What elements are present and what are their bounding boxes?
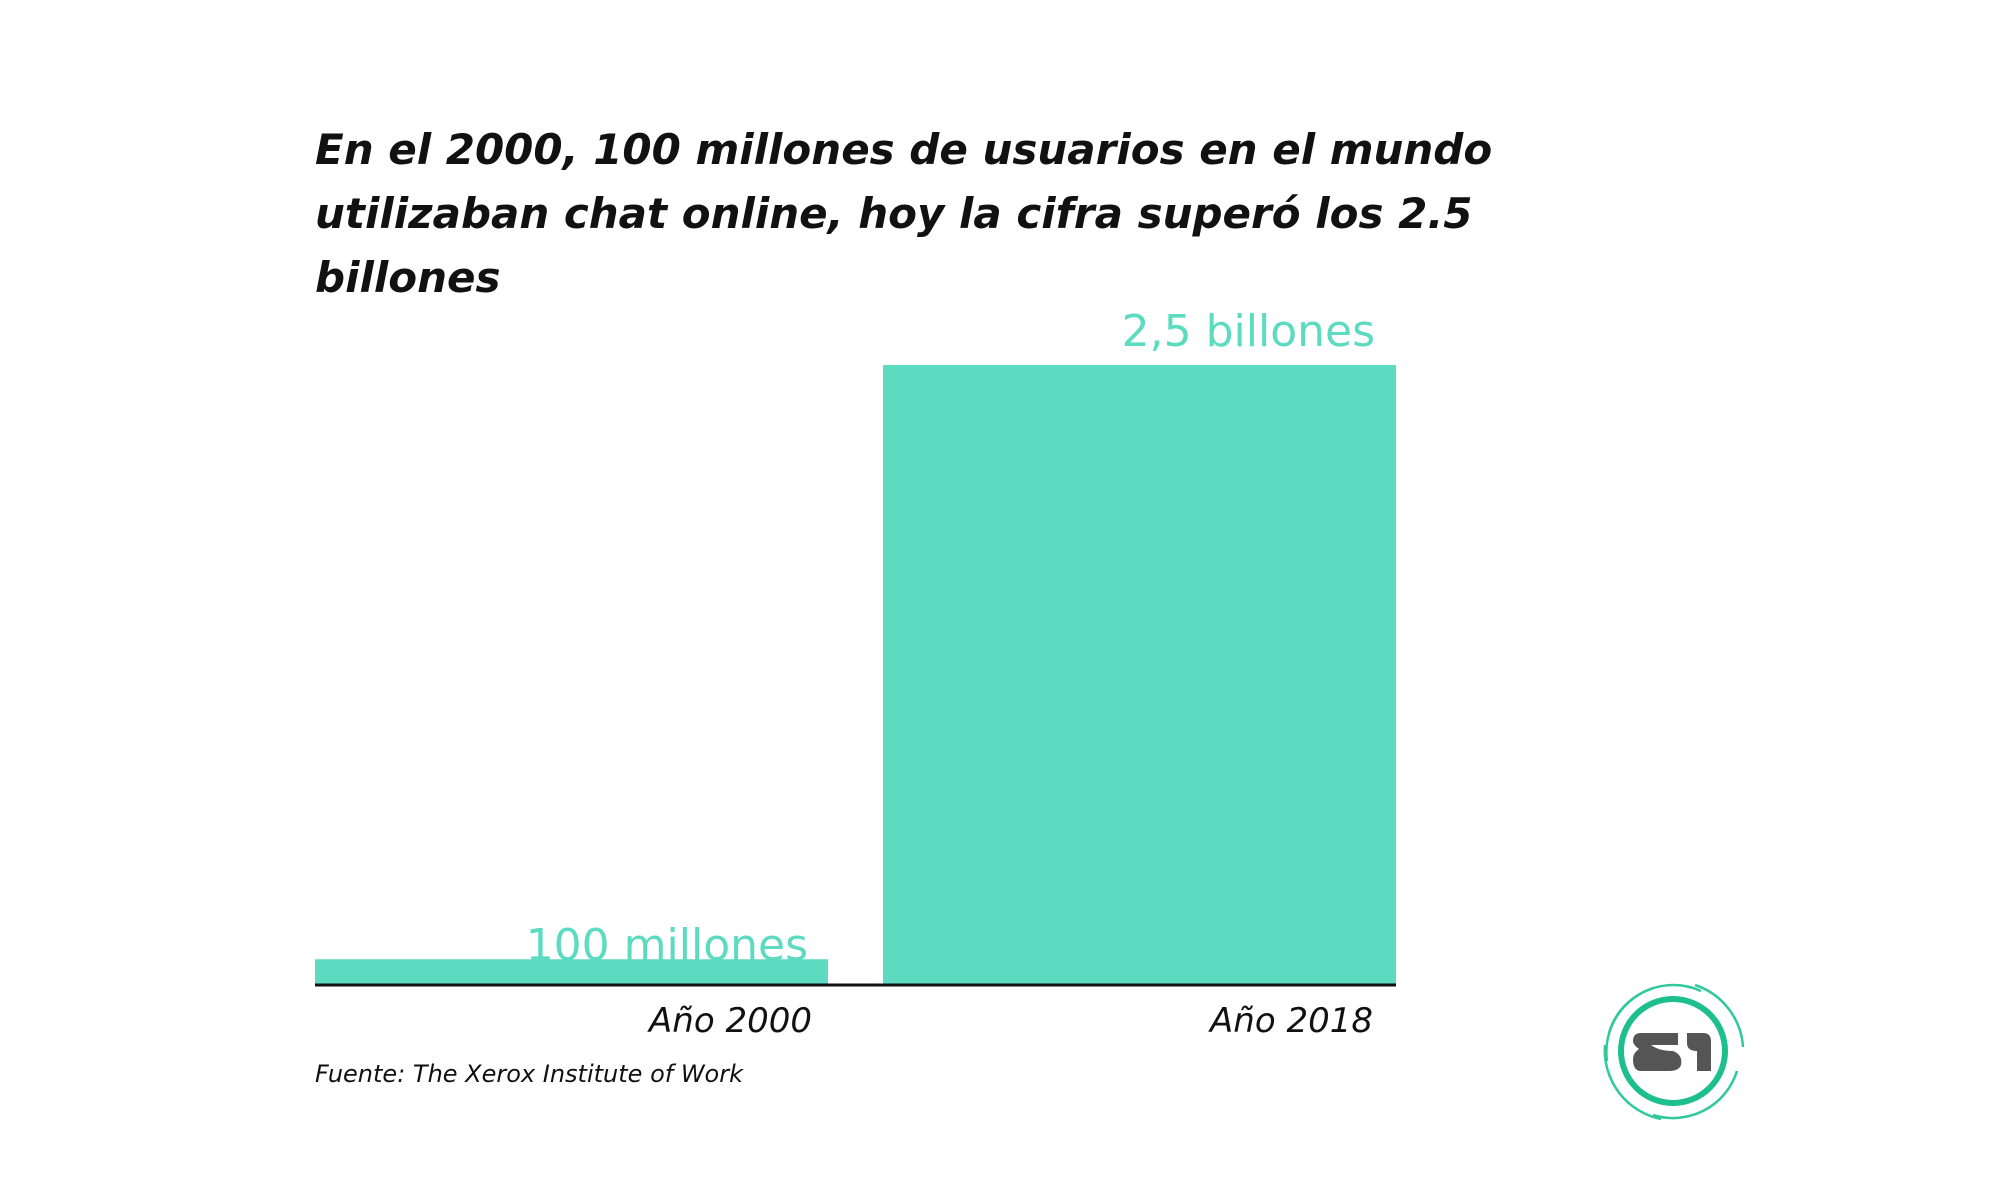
logo-outer-arc-2 bbox=[1605, 983, 1702, 1062]
x-tick-label-2018: Año 2018 bbox=[1208, 1001, 1373, 1041]
logo-glyph-s bbox=[1633, 1033, 1682, 1071]
bar-a-o-2000 bbox=[315, 959, 828, 984]
logo-outer-arc-3 bbox=[1694, 983, 1745, 1048]
source-note: Fuente: The Xerox Institute of Work bbox=[315, 1060, 744, 1088]
logo-outer-arc-4 bbox=[1652, 1070, 1739, 1120]
s1-logo bbox=[1603, 983, 1745, 1121]
title-line-1: En el 2000, 100 millones de usuarios en … bbox=[315, 125, 1493, 174]
x-tick-label-2000: Año 2000 bbox=[647, 1001, 812, 1041]
logo-outer-arc-5 bbox=[1603, 1044, 1662, 1121]
chart-title: En el 2000, 100 millones de usuarios en … bbox=[315, 118, 1615, 310]
bar-a-o-2018 bbox=[883, 365, 1396, 984]
data-label-2000: 100 millones bbox=[526, 920, 808, 971]
data-label-2018: 2,5 billones bbox=[1122, 306, 1375, 357]
title-line-2: utilizaban chat online, hoy la cifra sup… bbox=[315, 189, 1473, 302]
logo-glyph-1 bbox=[1687, 1033, 1711, 1071]
logo-inner-ring bbox=[1618, 996, 1728, 1106]
